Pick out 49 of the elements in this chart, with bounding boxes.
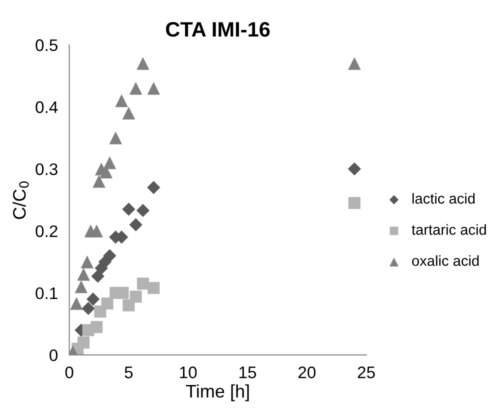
y-tick-label: 0	[50, 349, 58, 362]
point	[147, 82, 160, 95]
point	[103, 156, 116, 170]
point	[348, 197, 360, 210]
y-tick-label: 0.5	[36, 39, 58, 52]
point	[91, 270, 104, 283]
point	[74, 280, 88, 294]
legend-label: oxalic acid	[412, 255, 479, 266]
point	[86, 292, 100, 306]
point	[122, 106, 136, 120]
x-tick-label: 0	[65, 366, 74, 378]
point	[136, 278, 149, 290]
point	[115, 94, 128, 108]
point	[348, 57, 361, 70]
y-tick-label: 0.2	[36, 225, 58, 238]
x-tick-label: 25	[358, 366, 375, 378]
point	[103, 249, 116, 262]
point	[136, 57, 150, 70]
legend-label: tartaric acid	[412, 224, 486, 235]
y-tick-label: 0.4	[36, 101, 58, 114]
legend-label: lactic acid	[412, 193, 475, 204]
point	[129, 218, 142, 232]
x-tick-label: 15	[240, 366, 256, 378]
point	[80, 256, 94, 268]
point	[90, 321, 103, 334]
point	[78, 336, 90, 349]
point	[109, 132, 122, 144]
y-tick-label: 0.1	[36, 287, 58, 300]
point	[130, 290, 142, 303]
point	[147, 180, 160, 194]
x-tick-label: 10	[180, 366, 197, 378]
x-tick-label: 20	[298, 366, 316, 378]
point	[122, 202, 136, 216]
point	[82, 302, 95, 316]
point	[136, 204, 150, 218]
point	[101, 297, 114, 310]
y-axis-title: C/C$_{0}$	[12, 181, 29, 219]
point	[348, 162, 362, 176]
x-tick-label: 5	[124, 366, 133, 378]
x-axis-title: Time [h]	[186, 384, 249, 402]
point	[116, 286, 129, 299]
point	[77, 268, 90, 281]
point	[92, 174, 106, 188]
point	[70, 297, 83, 310]
point	[129, 82, 142, 95]
point	[90, 224, 104, 238]
point	[148, 282, 160, 294]
chart-title: CTA IMI-16	[166, 22, 270, 37]
y-tick-label: 0.3	[36, 163, 58, 176]
